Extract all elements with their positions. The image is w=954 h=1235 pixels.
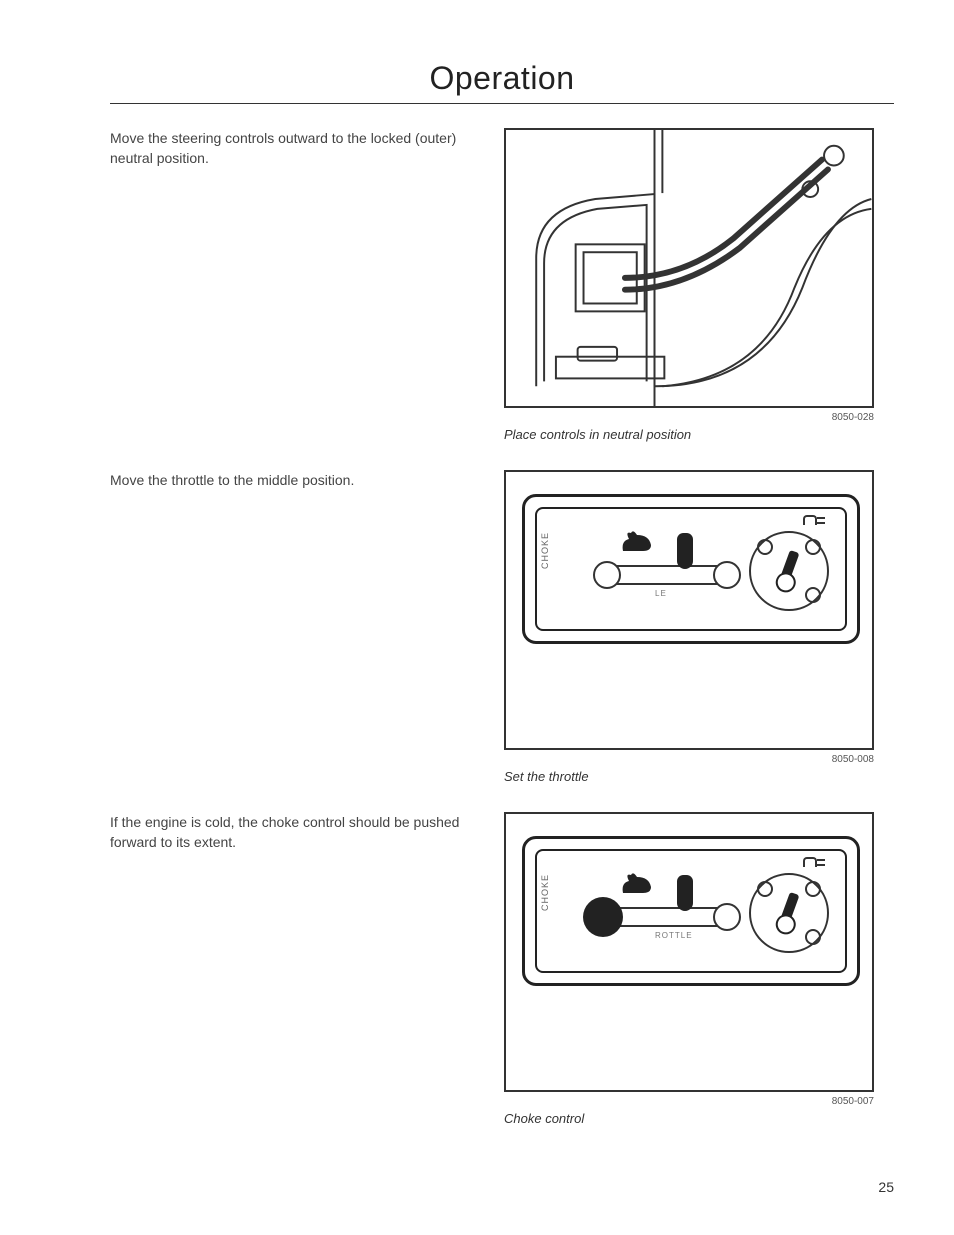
panel-inner: CHOKE LE <box>535 507 847 631</box>
choke-label: CHOKE <box>540 532 550 569</box>
figure-id: 8050-028 <box>504 412 874 423</box>
ignition-key-icon <box>778 550 799 585</box>
page-title: Operation <box>110 60 894 103</box>
figure-steering <box>504 128 874 408</box>
throttle-label: ROTTLE <box>655 931 693 940</box>
slot-end-right <box>713 561 741 589</box>
ignition-switch <box>749 873 829 953</box>
ignition-switch <box>749 531 829 611</box>
throttle-slot <box>607 907 727 927</box>
ign-pos-icon <box>805 587 821 603</box>
throttle-knob <box>677 533 693 569</box>
ignition-key-icon <box>778 892 799 927</box>
slot-end-right <box>713 903 741 931</box>
headlight-icon <box>803 515 817 525</box>
title-rule <box>110 103 894 104</box>
figure-col: 8050-028 Place controls in neutral posit… <box>504 128 894 442</box>
figure-caption: Set the throttle <box>504 769 894 784</box>
slot-end-left <box>593 561 621 589</box>
panel-outer: CHOKE LE <box>522 494 860 644</box>
throttle-slot <box>607 565 727 585</box>
figure-id: 8050-007 <box>504 1096 874 1107</box>
panel-outer: CHOKE ROTTLE <box>522 836 860 986</box>
throttle-knob <box>677 875 693 911</box>
headlight-icon <box>803 857 817 867</box>
figure-caption: Choke control <box>504 1111 894 1126</box>
throttle-label: LE <box>655 589 667 598</box>
section-throttle: Move the throttle to the middle position… <box>110 470 894 784</box>
instruction-text: If the engine is cold, the choke control… <box>110 812 480 853</box>
choke-knob <box>583 897 623 937</box>
rabbit-icon <box>619 529 653 555</box>
panel-inner: CHOKE ROTTLE <box>535 849 847 973</box>
figure-col: CHOKE LE <box>504 470 894 784</box>
ign-pos-icon <box>805 929 821 945</box>
ign-pos-icon <box>805 539 821 555</box>
figure-id: 8050-008 <box>504 754 874 765</box>
figure-col: CHOKE ROTTLE <box>504 812 894 1126</box>
ign-pos-icon <box>757 881 773 897</box>
section-steering: Move the steering controls outward to th… <box>110 128 894 442</box>
instruction-text: Move the throttle to the middle position… <box>110 470 480 490</box>
choke-label: CHOKE <box>540 874 550 911</box>
figure-choke: CHOKE ROTTLE <box>504 812 874 1092</box>
figure-throttle: CHOKE LE <box>504 470 874 750</box>
page-number: 25 <box>878 1179 894 1195</box>
ign-pos-icon <box>805 881 821 897</box>
instruction-text: Move the steering controls outward to th… <box>110 128 480 169</box>
steering-lineart <box>506 130 872 406</box>
figure-caption: Place controls in neutral position <box>504 427 894 442</box>
ign-pos-icon <box>757 539 773 555</box>
section-choke: If the engine is cold, the choke control… <box>110 812 894 1126</box>
rabbit-icon <box>619 871 653 897</box>
